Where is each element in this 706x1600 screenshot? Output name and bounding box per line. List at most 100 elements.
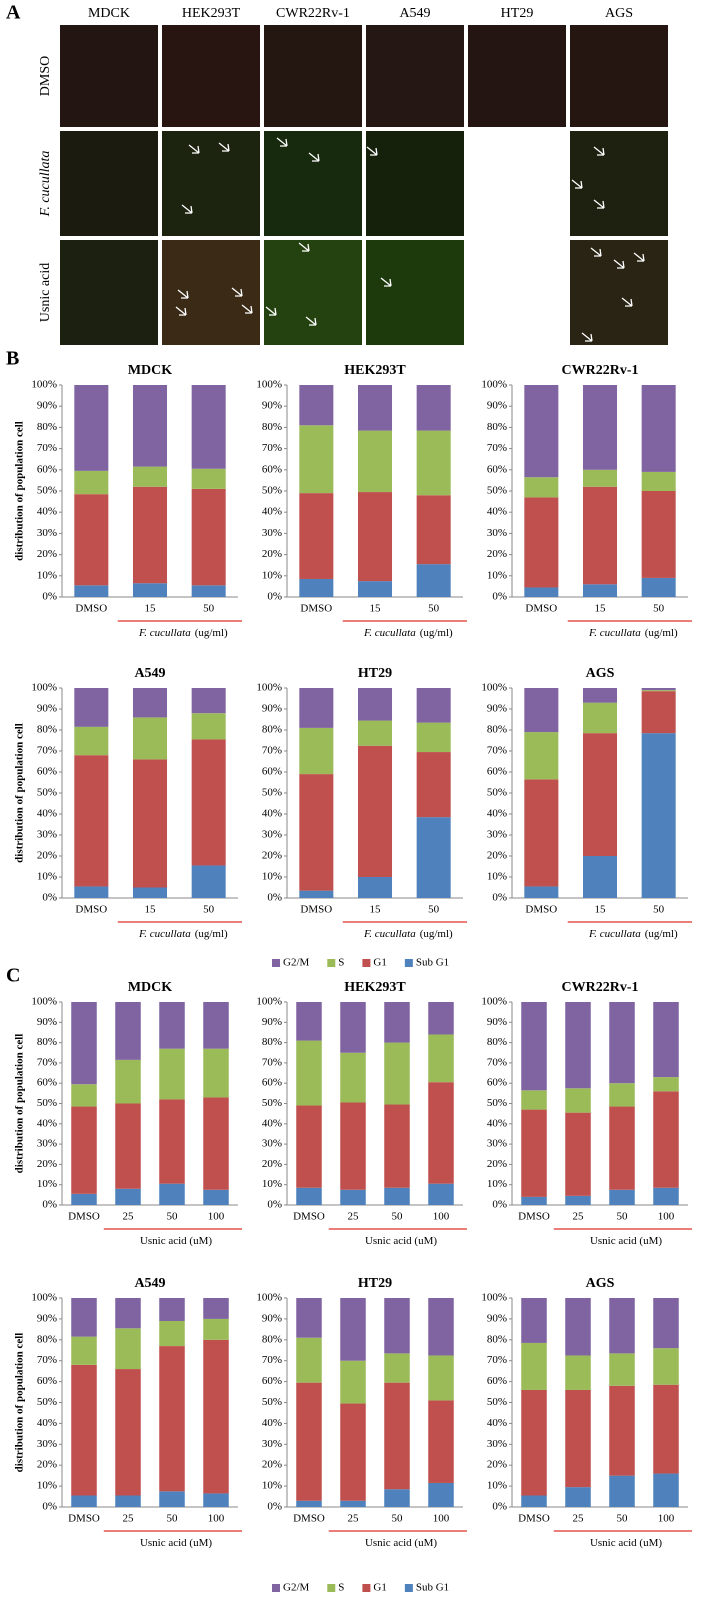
bar-segment: [74, 726, 109, 756]
chart-title: CWR22Rv-1: [562, 980, 639, 995]
bar-segment: [524, 688, 559, 733]
bar-segment: [340, 1102, 366, 1190]
bar-segment: [132, 486, 168, 584]
legend-label: G2/M: [283, 1582, 310, 1594]
x-tick-label: 15: [145, 603, 157, 615]
micrograph: [162, 240, 260, 345]
chart-title: AGS: [586, 666, 615, 681]
y-tick-label: 40%: [262, 808, 282, 820]
x-tick-label: 100: [658, 1513, 675, 1525]
bar-segment: [115, 1328, 141, 1370]
bar-segment: [524, 385, 559, 478]
x-axis-title-part: F. cucullata: [138, 627, 191, 639]
bar-segment: [428, 1400, 454, 1483]
micrograph: [162, 131, 260, 236]
y-tick-label: 20%: [487, 1459, 507, 1471]
x-tick-label: 100: [208, 1211, 225, 1223]
x-tick-label: 50: [617, 1211, 629, 1223]
bar-segment: [296, 1040, 322, 1106]
bar-segment: [203, 1002, 229, 1049]
bar-segment: [416, 688, 451, 723]
bar-segment: [416, 817, 451, 898]
arrow: [305, 316, 317, 326]
bar-segment: [71, 1084, 97, 1107]
bar-segment: [191, 713, 226, 740]
chart-title: HEK293T: [344, 363, 406, 378]
arrow: [613, 259, 625, 269]
bar-segment: [71, 1002, 97, 1085]
column-header: MDCK: [88, 6, 130, 21]
bar-segment: [203, 1493, 229, 1507]
bar-segment: [384, 1187, 410, 1205]
chart-title: MDCK: [128, 363, 172, 378]
y-tick-label: 50%: [262, 787, 282, 799]
bar-segment: [357, 430, 393, 493]
y-tick-label: 90%: [37, 1312, 57, 1324]
bar-segment: [115, 1298, 141, 1329]
bar-segment: [357, 581, 393, 597]
bar-segment: [416, 385, 451, 431]
x-tick-label: 25: [123, 1513, 135, 1525]
chart-title: A549: [134, 666, 165, 681]
micrograph: [366, 25, 464, 127]
chart-title: A549: [134, 1276, 165, 1291]
y-tick-label: 80%: [37, 1036, 57, 1048]
y-tick-label: 60%: [37, 1375, 57, 1387]
bar-segment: [521, 1342, 547, 1390]
micrograph: [60, 131, 158, 236]
y-tick-label: 30%: [487, 527, 507, 539]
y-tick-label: 60%: [487, 766, 507, 778]
y-tick-label: 80%: [487, 421, 507, 433]
x-axis-title-part: (ug/ml): [420, 627, 453, 639]
y-tick-label: 10%: [262, 569, 282, 581]
bar-segment: [357, 877, 393, 898]
x-axis-title-part: (ug/ml): [195, 627, 228, 639]
bar-segment: [609, 1298, 635, 1354]
y-tick-label: 10%: [487, 1480, 507, 1492]
bar-segment: [641, 385, 676, 472]
bar-segment: [159, 1320, 185, 1347]
y-tick-label: 100%: [31, 379, 57, 391]
y-tick-label: 100%: [481, 379, 507, 391]
row-label: Usnic acid: [38, 263, 53, 322]
arrow: [581, 332, 593, 342]
bar-segment: [191, 385, 226, 469]
y-tick-label: 30%: [262, 1438, 282, 1450]
bar-segment: [521, 1109, 547, 1197]
x-axis-title: Usnic acid (uM): [140, 1235, 212, 1247]
bar-segment: [115, 1495, 141, 1507]
bar-segment: [641, 491, 676, 578]
bar-segment: [74, 886, 109, 898]
x-axis-title: Usnic acid (uM): [590, 1537, 662, 1549]
y-tick-label: 80%: [262, 1333, 282, 1345]
y-tick-label: 40%: [37, 1117, 57, 1129]
y-tick-label: 0%: [492, 1199, 507, 1211]
legend-swatch: [272, 1584, 280, 1592]
x-axis-title: F. cucullata (ug/ml): [138, 627, 228, 639]
y-tick-label: 0%: [267, 1501, 282, 1513]
x-axis-title-part: F. cucullata: [363, 928, 416, 940]
x-tick-label: 50: [167, 1513, 179, 1525]
row-label: DMSO: [38, 56, 53, 96]
panel-label: C: [6, 965, 20, 987]
y-axis-title: distribution of population cell: [14, 723, 26, 863]
chart-title: AGS: [586, 1276, 615, 1291]
bar-segment: [565, 1112, 591, 1196]
bar-segment: [203, 1339, 229, 1494]
y-tick-label: 50%: [487, 787, 507, 799]
x-axis-title-part: Usnic acid (uM): [140, 1235, 212, 1247]
bar-segment: [357, 385, 393, 431]
bar-segment: [524, 779, 559, 887]
bar-segment: [74, 755, 109, 887]
y-tick-label: 90%: [37, 400, 57, 412]
x-axis-title: F. cucullata (ug/ml): [363, 928, 453, 940]
bar-segment: [299, 493, 334, 579]
micrograph: [570, 25, 668, 127]
bar-segment: [521, 1196, 547, 1205]
bar-segment: [653, 1348, 679, 1385]
bar-segment: [340, 1052, 366, 1103]
bar-segment: [159, 1346, 185, 1492]
bar-segment: [653, 1187, 679, 1205]
bar-segment: [191, 585, 226, 597]
y-tick-label: 0%: [42, 1199, 57, 1211]
